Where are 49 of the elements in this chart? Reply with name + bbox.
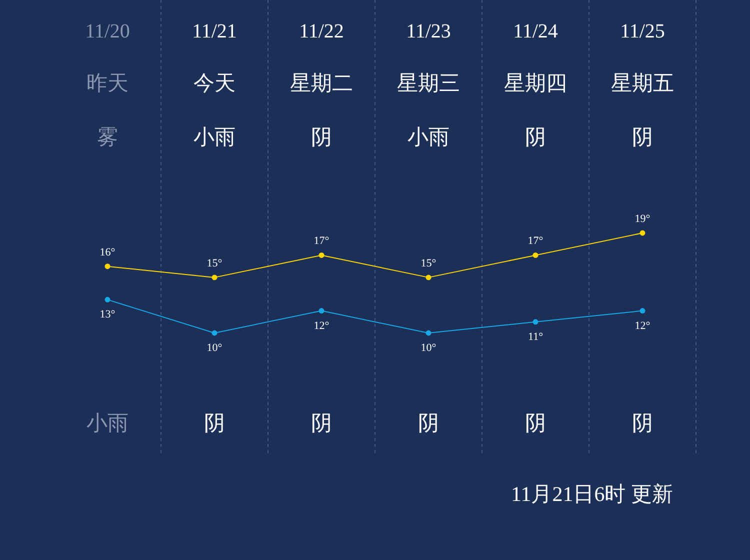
text: 11月21日6时 更新 — [511, 482, 673, 506]
x-tick-label: 11/21 — [192, 20, 237, 42]
text: 阴 — [418, 411, 439, 435]
point — [104, 296, 110, 302]
point — [104, 264, 110, 270]
point — [318, 252, 324, 258]
data-label: 15° — [206, 257, 222, 270]
point — [640, 230, 646, 236]
text: 阴 — [525, 411, 546, 435]
data-label: 12° — [634, 320, 650, 332]
data-label: 16° — [100, 246, 116, 258]
data-label: 12° — [314, 320, 330, 332]
text: 小雨 — [86, 411, 128, 435]
text: 小雨 — [194, 125, 236, 149]
text: 星期四 — [504, 71, 567, 95]
text: 阴 — [632, 125, 653, 149]
point — [532, 252, 538, 258]
text: 星期五 — [611, 71, 674, 95]
text: 昨天 — [86, 71, 128, 95]
point — [212, 274, 218, 280]
text: 阴 — [311, 411, 332, 435]
data-label: 10° — [206, 342, 222, 354]
x-tick-label: 11/25 — [620, 20, 665, 42]
text: 阴 — [204, 411, 225, 435]
data-label: 10° — [420, 342, 436, 354]
x-tick-label: 11/24 — [513, 20, 558, 42]
data-label: 19° — [634, 213, 650, 225]
point — [318, 308, 324, 314]
point — [640, 308, 646, 314]
point — [426, 330, 432, 336]
x-tick-label: 11/20 — [85, 20, 130, 42]
text: 星期二 — [290, 71, 353, 95]
x-tick-label: 11/22 — [299, 20, 344, 42]
text: 今天 — [194, 71, 236, 95]
text: 阴 — [311, 125, 332, 149]
data-label: 17° — [528, 235, 544, 248]
point — [212, 330, 218, 336]
data-label: 13° — [100, 308, 116, 321]
text: 阴 — [632, 411, 653, 435]
x-tick-label: 11/23 — [406, 20, 451, 42]
point — [426, 274, 432, 280]
data-label: 15° — [420, 257, 436, 270]
data-label: 11° — [528, 330, 543, 343]
point — [532, 319, 538, 325]
text: 阴 — [525, 125, 546, 149]
text: 雾 — [97, 125, 118, 149]
data-label: 17° — [314, 235, 330, 248]
text: 小雨 — [408, 125, 450, 149]
text: 星期三 — [397, 71, 460, 95]
